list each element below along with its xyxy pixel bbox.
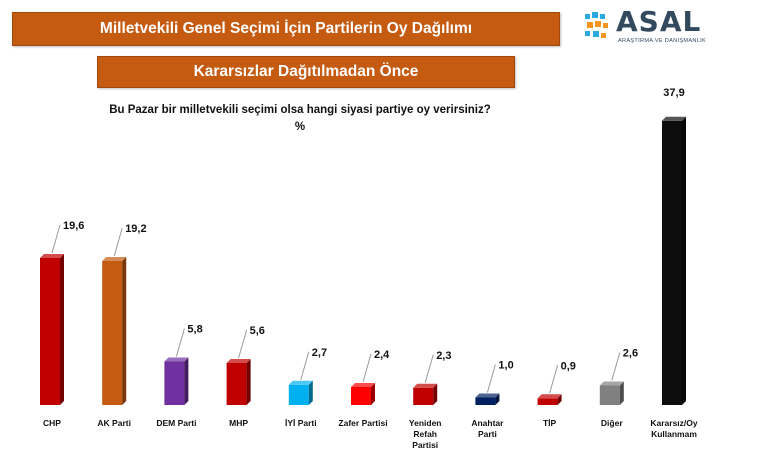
bar-4: [226, 359, 251, 405]
bar-5: [288, 380, 313, 405]
bar-front: [164, 361, 185, 405]
bar-9: [537, 394, 562, 405]
subtitle-banner: Kararsızlar Dağıtılmadan Önce: [97, 56, 515, 88]
value-leader-line: [549, 365, 559, 394]
bar-2: [102, 257, 127, 405]
value-label: 2,4: [374, 349, 390, 361]
bar-7: [413, 383, 438, 405]
value-leader-line: [486, 364, 496, 393]
value-label: 1,0: [498, 360, 513, 372]
bar-side: [433, 383, 438, 405]
value-leader-line: [300, 351, 310, 380]
value-label: 19,6: [63, 220, 84, 232]
bar-front: [288, 384, 309, 405]
value-leader-line: [238, 329, 248, 359]
value-label: 5,8: [187, 324, 202, 336]
bar-front: [413, 387, 434, 405]
value-label: 5,6: [250, 325, 265, 337]
bar-front: [662, 120, 682, 405]
category-label: Anahtar Parti: [471, 418, 504, 439]
category-label: Diğer: [601, 418, 623, 428]
bar-front: [102, 261, 123, 405]
bar-side: [495, 393, 500, 405]
bar-side: [557, 394, 562, 405]
value-leader-line: [611, 352, 621, 381]
value-leader-line: [362, 353, 372, 383]
bar-top: [599, 381, 624, 386]
value-leader-line: [113, 227, 123, 257]
bar-front: [475, 397, 496, 405]
bar-side: [371, 383, 375, 405]
bar-top: [226, 359, 251, 363]
category-label: TİP: [543, 418, 557, 428]
bar-top: [288, 380, 313, 385]
bar-8: [475, 393, 500, 405]
bar-11: [662, 116, 686, 405]
category-label: AK Parti: [97, 418, 131, 428]
bar-front: [351, 387, 371, 405]
chart-title: Milletvekili Genel Seçimi İçin Partileri…: [99, 20, 473, 37]
bar-front: [599, 385, 620, 405]
value-leader-line: [51, 224, 61, 254]
bar-1: [40, 254, 64, 405]
bar-front: [537, 398, 558, 405]
value-label: 2,6: [623, 348, 638, 360]
category-label: MHP: [229, 418, 248, 428]
bar-10: [599, 381, 624, 405]
value-leader-line: [424, 354, 434, 383]
value-label: 2,3: [436, 350, 451, 362]
category-label: İYİ Parti: [285, 418, 317, 428]
category-label: Kararsız/Oy Kullanmam: [650, 418, 698, 439]
value-label: 0,9: [561, 360, 576, 372]
title-banner: Milletvekili Genel Seçimi İçin Partileri…: [12, 12, 560, 46]
bar-side: [246, 359, 251, 405]
asal-logo: ASAL ARAŞTIRMA VE DANIŞMANLIK: [583, 5, 733, 50]
chart-subtitle: Kararsızlar Dağıtılmadan Önce: [193, 63, 419, 80]
bar-top: [413, 383, 438, 388]
category-label: CHP: [43, 418, 61, 428]
bar-top: [662, 116, 686, 121]
bar-side: [122, 257, 127, 405]
value-label: 19,2: [125, 223, 146, 235]
bar-top: [475, 393, 500, 398]
bar-top: [164, 357, 189, 362]
bar-side: [619, 381, 624, 405]
logo-name: ASAL: [616, 5, 702, 38]
bar-top: [351, 383, 375, 387]
value-leader-line: [175, 328, 185, 357]
bar-top: [40, 254, 64, 258]
bar-3: [164, 357, 189, 405]
bar-side: [184, 357, 189, 405]
bar-side: [682, 116, 686, 405]
chart-unit: %: [294, 121, 306, 133]
asal-logo-icon: [585, 12, 608, 38]
category-label: DEM Parti: [156, 418, 196, 428]
value-label: 37,9: [663, 87, 684, 99]
bar-top: [102, 257, 127, 261]
chart-question: Bu Pazar bir milletvekili seçimi olsa ha…: [109, 104, 491, 116]
bar-front: [40, 258, 60, 405]
category-label: Yeniden Refah Partisi: [409, 418, 442, 450]
logo-tagline: ARAŞTIRMA VE DANIŞMANLIK: [618, 38, 707, 44]
bar-top: [537, 394, 562, 399]
bar-6: [351, 383, 375, 405]
bar-side: [60, 254, 64, 405]
value-label: 2,7: [312, 347, 327, 359]
category-label: Zafer Partisi: [338, 418, 387, 428]
bar-front: [226, 363, 247, 405]
bar-side: [308, 380, 313, 405]
